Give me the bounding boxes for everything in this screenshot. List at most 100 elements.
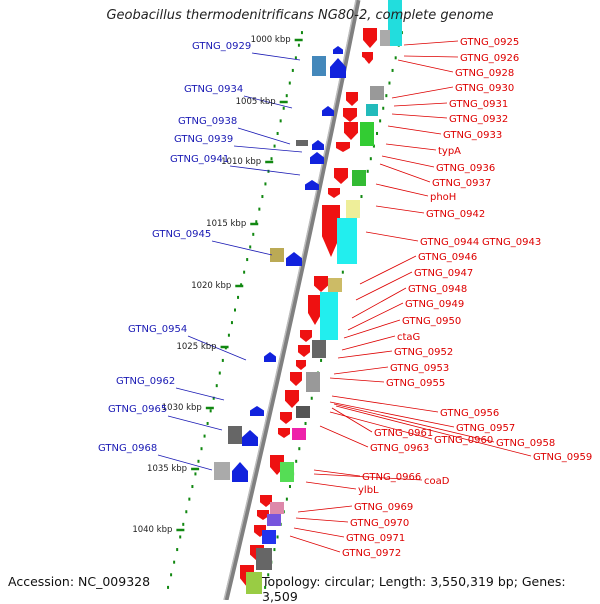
cyan-gene-box	[388, 0, 402, 46]
right-leader-line	[319, 425, 369, 448]
left-leader-line	[233, 145, 303, 153]
left-leader-line	[237, 127, 291, 145]
scale-label: 1020 kbp	[191, 281, 231, 291]
right-leader-line	[297, 505, 353, 513]
outer-tick-dot	[221, 358, 224, 362]
dark-grey-gene-box	[296, 140, 308, 146]
left-gene-label: GTNG_0965	[108, 404, 167, 415]
outer-tick-dot	[234, 308, 236, 312]
outer-tick-dot	[227, 333, 230, 337]
right-leader-line	[343, 319, 401, 339]
right-gene-label: GTNG_0928	[455, 68, 514, 79]
scale-label: 1000 kbp	[251, 35, 291, 45]
outer-tick-dot	[215, 384, 218, 388]
outer-tick-dot	[182, 522, 185, 526]
right-gene-label: GTNG_0950	[402, 316, 461, 327]
blue-gene-arrow	[322, 106, 334, 116]
right-leader-line	[289, 535, 341, 553]
outer-tick-dot	[276, 131, 279, 135]
inner-tick-dot	[341, 270, 344, 274]
teal-gene-box	[312, 56, 326, 76]
right-gene-label: GTNG_0970	[350, 518, 409, 529]
inner-tick-dot	[366, 169, 369, 173]
inner-tick-dot	[372, 144, 375, 148]
right-leader-line	[391, 113, 448, 119]
red-gene-arrow	[280, 412, 292, 424]
right-leader-line	[375, 205, 425, 214]
left-gene-label: GTNG_0939	[174, 134, 233, 145]
blue-gene-arrow	[242, 430, 258, 446]
right-leader-line	[403, 55, 459, 58]
outer-tick-dot	[212, 396, 215, 400]
outer-tick-dot	[294, 56, 297, 60]
right-gene-label: GTNG_0933	[443, 130, 502, 141]
inner-tick-dot	[385, 94, 388, 98]
left-leader-line	[211, 240, 273, 256]
inner-tick-dot	[298, 447, 301, 451]
right-leader-line	[365, 231, 419, 242]
red-gene-arrow	[334, 168, 348, 184]
right-gene-label: GTNG_0952	[394, 347, 453, 358]
dark-grey-gene-box	[256, 548, 272, 570]
genome-backbone	[223, 0, 361, 600]
outer-tick-dot	[261, 195, 264, 199]
outer-tick-dot	[282, 106, 285, 110]
green-gene-box	[280, 462, 294, 482]
right-gene-label: GTNG_0963	[370, 443, 429, 454]
purple-gene-box	[267, 514, 281, 526]
right-gene-label: GTNG_0960	[434, 435, 493, 446]
right-leader-line	[397, 59, 454, 73]
blue-gene-arrow	[250, 406, 264, 416]
left-gene-label: GTNG_0938	[178, 116, 237, 127]
right-gene-label: GTNG_0930	[455, 83, 514, 94]
right-gene-label: GTNG_0955	[386, 378, 445, 389]
right-gene-label: GTNG_0971	[346, 533, 405, 544]
right-gene-label: typA	[438, 146, 461, 157]
outer-tick-dot	[273, 144, 276, 148]
right-gene-label: GTNG_0947	[414, 268, 473, 279]
right-leader-line	[391, 86, 454, 99]
features-layer	[214, 0, 402, 594]
grey-gene-box	[370, 86, 384, 100]
right-leader-line	[337, 350, 393, 359]
right-gene-label: GTNG_0959	[533, 452, 592, 463]
right-gene-label: GTNG_0943	[482, 237, 541, 248]
outer-tick-dot	[255, 220, 258, 224]
left-gene-label: GTNG_0945	[152, 229, 211, 240]
outer-tick-dot	[185, 510, 188, 514]
blue-gene-arrow	[264, 352, 276, 362]
dark-grey-gene-box	[312, 340, 326, 358]
right-gene-label: GTNG_0972	[342, 548, 401, 559]
red-gene-arrow	[260, 495, 272, 507]
inner-tick-dot	[388, 81, 391, 85]
outer-tick-dot	[258, 207, 261, 211]
right-leader-line	[329, 377, 385, 383]
right-leader-line	[313, 473, 423, 481]
outer-tick-dot	[170, 573, 173, 577]
red-gene-arrow	[257, 510, 269, 520]
red-gene-arrow	[296, 360, 306, 370]
right-gene-label: GTNG_0958	[496, 438, 555, 449]
right-leader-line	[329, 401, 455, 428]
inner-tick-dot	[320, 358, 323, 362]
right-leader-line	[379, 163, 431, 183]
right-gene-label: GTNG_0946	[418, 252, 477, 263]
outer-tick-dot	[230, 321, 233, 325]
outer-tick-dot	[237, 295, 240, 299]
inner-tick-dot	[273, 548, 276, 552]
right-leader-line	[355, 271, 413, 301]
grey-gene-box	[380, 30, 390, 46]
inner-tick-dot	[304, 421, 307, 425]
blue-gene-arrow	[286, 252, 302, 266]
left-gene-label: GTNG_0941	[170, 154, 229, 165]
right-leader-line	[295, 517, 349, 523]
left-gene-label: GTNG_0929	[192, 41, 251, 52]
right-gene-label: GTNG_0925	[460, 37, 519, 48]
inner-tick-dot	[288, 485, 291, 489]
left-gene-label: GTNG_0934	[184, 84, 243, 95]
red-gene-arrow	[346, 92, 358, 106]
grey-gene-box	[214, 462, 230, 480]
right-gene-label: GTNG_0932	[449, 114, 508, 125]
outer-tick-dot	[279, 119, 282, 123]
blue-gene-arrow	[305, 180, 319, 190]
